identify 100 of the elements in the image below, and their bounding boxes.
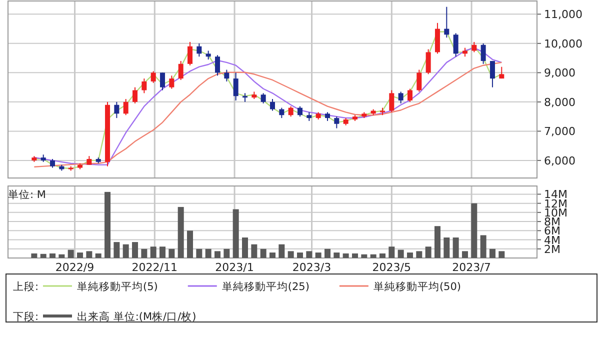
bar bbox=[444, 237, 450, 258]
x-tick-label: 2023/1 bbox=[215, 261, 254, 274]
bar bbox=[425, 246, 432, 258]
bar bbox=[361, 254, 368, 258]
bar bbox=[251, 244, 258, 258]
legend-label: 単純移動平均(50) bbox=[373, 281, 461, 293]
x-tick-label: 2023/7 bbox=[452, 261, 491, 274]
candlestick bbox=[142, 78, 147, 94]
x-tick-label: 2022/11 bbox=[132, 261, 178, 274]
candlestick bbox=[169, 75, 174, 90]
candlestick bbox=[279, 107, 284, 119]
bar bbox=[288, 251, 294, 258]
x-tick-label: 2022/9 bbox=[55, 261, 94, 274]
bar bbox=[160, 246, 166, 258]
candlestick bbox=[233, 72, 238, 101]
legend-label: 単純移動平均(5) bbox=[77, 281, 158, 293]
candlestick bbox=[453, 32, 458, 58]
x-tick-label: 2023/5 bbox=[372, 261, 412, 274]
candlestick bbox=[160, 72, 166, 91]
candlestick bbox=[407, 88, 412, 102]
bar bbox=[214, 251, 221, 258]
bar bbox=[40, 254, 46, 258]
bar bbox=[178, 206, 184, 258]
candlestick bbox=[480, 42, 486, 64]
candlestick bbox=[398, 91, 404, 104]
bar bbox=[406, 252, 413, 258]
legend-label: 単純移動平均(25) bbox=[222, 281, 310, 293]
bar bbox=[50, 253, 56, 258]
candlestick bbox=[150, 70, 156, 84]
y-tick-label: 10,000 bbox=[544, 37, 582, 50]
bar bbox=[388, 246, 395, 258]
bar bbox=[342, 253, 349, 258]
bar bbox=[480, 235, 486, 258]
x-tick-label: 2023/3 bbox=[292, 261, 332, 274]
candlestick bbox=[196, 42, 202, 58]
candlestick bbox=[123, 98, 128, 116]
bar bbox=[196, 248, 202, 258]
bar bbox=[68, 250, 74, 258]
y-axis-title: 単位: M bbox=[8, 189, 46, 201]
bar bbox=[416, 251, 422, 258]
bar bbox=[489, 248, 496, 258]
candlestick bbox=[389, 90, 394, 113]
bar bbox=[324, 248, 330, 258]
bar bbox=[132, 242, 138, 258]
bar bbox=[86, 251, 92, 258]
candlestick bbox=[270, 98, 275, 112]
bar bbox=[114, 242, 120, 258]
candlestick bbox=[178, 60, 184, 80]
bar bbox=[104, 192, 111, 258]
y-tick-label: 11,000 bbox=[544, 8, 582, 22]
candlestick bbox=[114, 101, 120, 119]
candlestick bbox=[416, 69, 422, 92]
bar bbox=[187, 230, 194, 258]
legend-title: 上段: bbox=[13, 280, 39, 293]
candlestick bbox=[224, 69, 230, 82]
bar bbox=[297, 252, 303, 258]
candlestick bbox=[260, 92, 266, 104]
candlestick bbox=[434, 22, 440, 54]
bar bbox=[232, 209, 239, 258]
y-tick-label: 9,000 bbox=[544, 66, 576, 80]
candlestick bbox=[472, 41, 477, 53]
bar bbox=[122, 244, 129, 258]
candlestick bbox=[426, 48, 431, 75]
y-tick-label: 2M bbox=[544, 242, 560, 256]
bar bbox=[352, 253, 358, 258]
legend-label: 出来高 単位:(M株/口/枚) bbox=[77, 310, 196, 323]
bar bbox=[31, 253, 38, 258]
candlestick bbox=[444, 6, 450, 38]
candlestick bbox=[288, 106, 294, 118]
bar bbox=[434, 226, 440, 258]
bar bbox=[205, 248, 212, 258]
legend-title: 下段: bbox=[13, 311, 39, 323]
bar bbox=[150, 246, 156, 258]
bar bbox=[260, 248, 266, 258]
bar bbox=[224, 248, 230, 258]
bar bbox=[379, 253, 386, 258]
y-tick-label: 8,000 bbox=[544, 96, 576, 109]
bar bbox=[462, 251, 468, 258]
bar bbox=[168, 248, 175, 258]
bar bbox=[370, 254, 376, 258]
bar bbox=[77, 252, 84, 258]
bar bbox=[315, 252, 322, 258]
bar bbox=[270, 252, 276, 258]
bar bbox=[95, 253, 102, 258]
candlestick bbox=[215, 54, 220, 76]
bar bbox=[471, 203, 478, 258]
bar bbox=[498, 251, 505, 258]
bar bbox=[58, 254, 65, 258]
candlestick bbox=[188, 41, 193, 66]
bar bbox=[398, 250, 404, 258]
bar bbox=[141, 248, 148, 258]
y-tick-label: 7,000 bbox=[544, 125, 576, 138]
bar bbox=[334, 252, 340, 258]
bar bbox=[452, 237, 459, 258]
candlestick bbox=[132, 86, 138, 104]
candlestick bbox=[334, 116, 340, 129]
candlestick bbox=[298, 106, 302, 118]
bar bbox=[242, 237, 248, 258]
bar bbox=[306, 251, 312, 258]
y-tick-label: 6,000 bbox=[544, 154, 576, 168]
